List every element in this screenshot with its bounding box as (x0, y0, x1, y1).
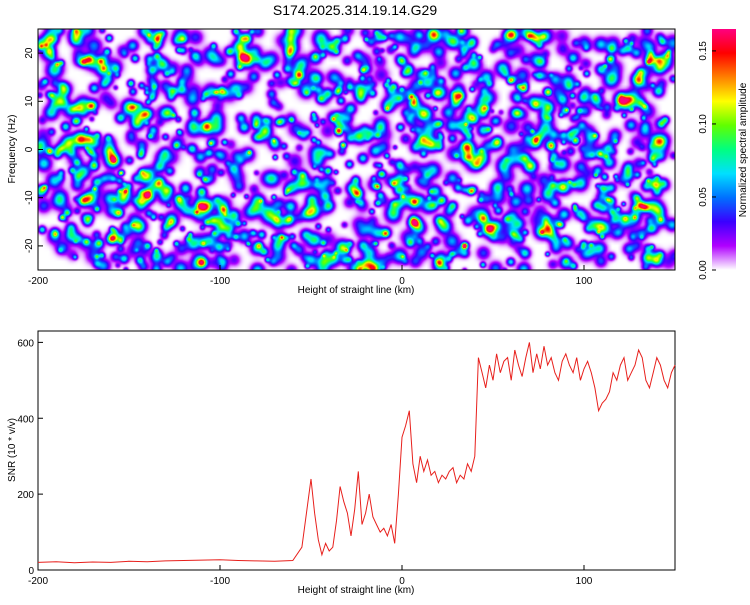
heatmap-x-ticks: -200 -100 0 100 (28, 265, 593, 287)
heatmap-image (38, 29, 675, 270)
figure-title: S174.2025.314.19.14.G29 (273, 2, 437, 18)
snr-x-tick-label: 100 (576, 576, 593, 587)
snr-x-ticks: -200 -100 0 100 (28, 565, 593, 587)
colorbar-label: Normalized spectral amplitude (738, 82, 749, 217)
heatmap-y-axis-label: Frequency (Hz) (7, 115, 18, 184)
snr-series-line (37, 342, 676, 564)
heatmap-x-axis-label: Height of straight line (km) (298, 285, 415, 296)
snr-x-tick-label: 0 (399, 576, 405, 587)
heatmap-x-tick-label: 0 (399, 276, 405, 287)
colorbar-tick-label: 0.00 (698, 260, 709, 280)
snr-panel: -200 -100 0 100 0 200 400 600 Height of straig… (7, 330, 676, 596)
colorbar-tick-label: 0.15 (698, 41, 709, 61)
snr-y-tick-label: 0 (28, 566, 34, 577)
heatmap-x-tick-label: -200 (28, 276, 48, 287)
snr-x-tick-label: -100 (210, 576, 230, 587)
colorbar-ticks: 0.00 0.05 0.10 0.15 (698, 41, 716, 280)
heatmap-y-tick-label: 20 (24, 47, 35, 59)
snr-y-axis-label: SNR (10 * v/v) (7, 418, 18, 482)
snr-x-tick-label: -200 (28, 576, 48, 587)
heatmap-x-tick-label: 100 (576, 276, 593, 287)
colorbar: 0.00 0.05 0.10 0.15 Normalized spectral amp… (698, 29, 749, 280)
colorbar-tick-label: 0.10 (698, 114, 709, 134)
heatmap-y-tick-label: -20 (24, 238, 35, 253)
snr-y-tick-label: 400 (17, 414, 34, 425)
heatmap-y-tick-label: -10 (24, 190, 35, 205)
colorbar-scale (712, 29, 736, 270)
snr-x-axis-label: Height of straight line (km) (298, 585, 415, 596)
colorbar-tick-label: 0.05 (698, 187, 709, 207)
heatmap-y-tick-label: 0 (24, 146, 35, 152)
heatmap-x-tick-label: -100 (210, 276, 230, 287)
snr-y-tick-label: 200 (17, 490, 34, 501)
heatmap-y-ticks: -20 -10 0 10 20 (24, 47, 43, 253)
snr-y-ticks: 0 200 400 600 (17, 338, 43, 577)
heatmap-y-tick-label: 10 (24, 95, 35, 107)
snr-y-tick-label: 600 (17, 338, 34, 349)
snr-frame (37, 330, 676, 571)
